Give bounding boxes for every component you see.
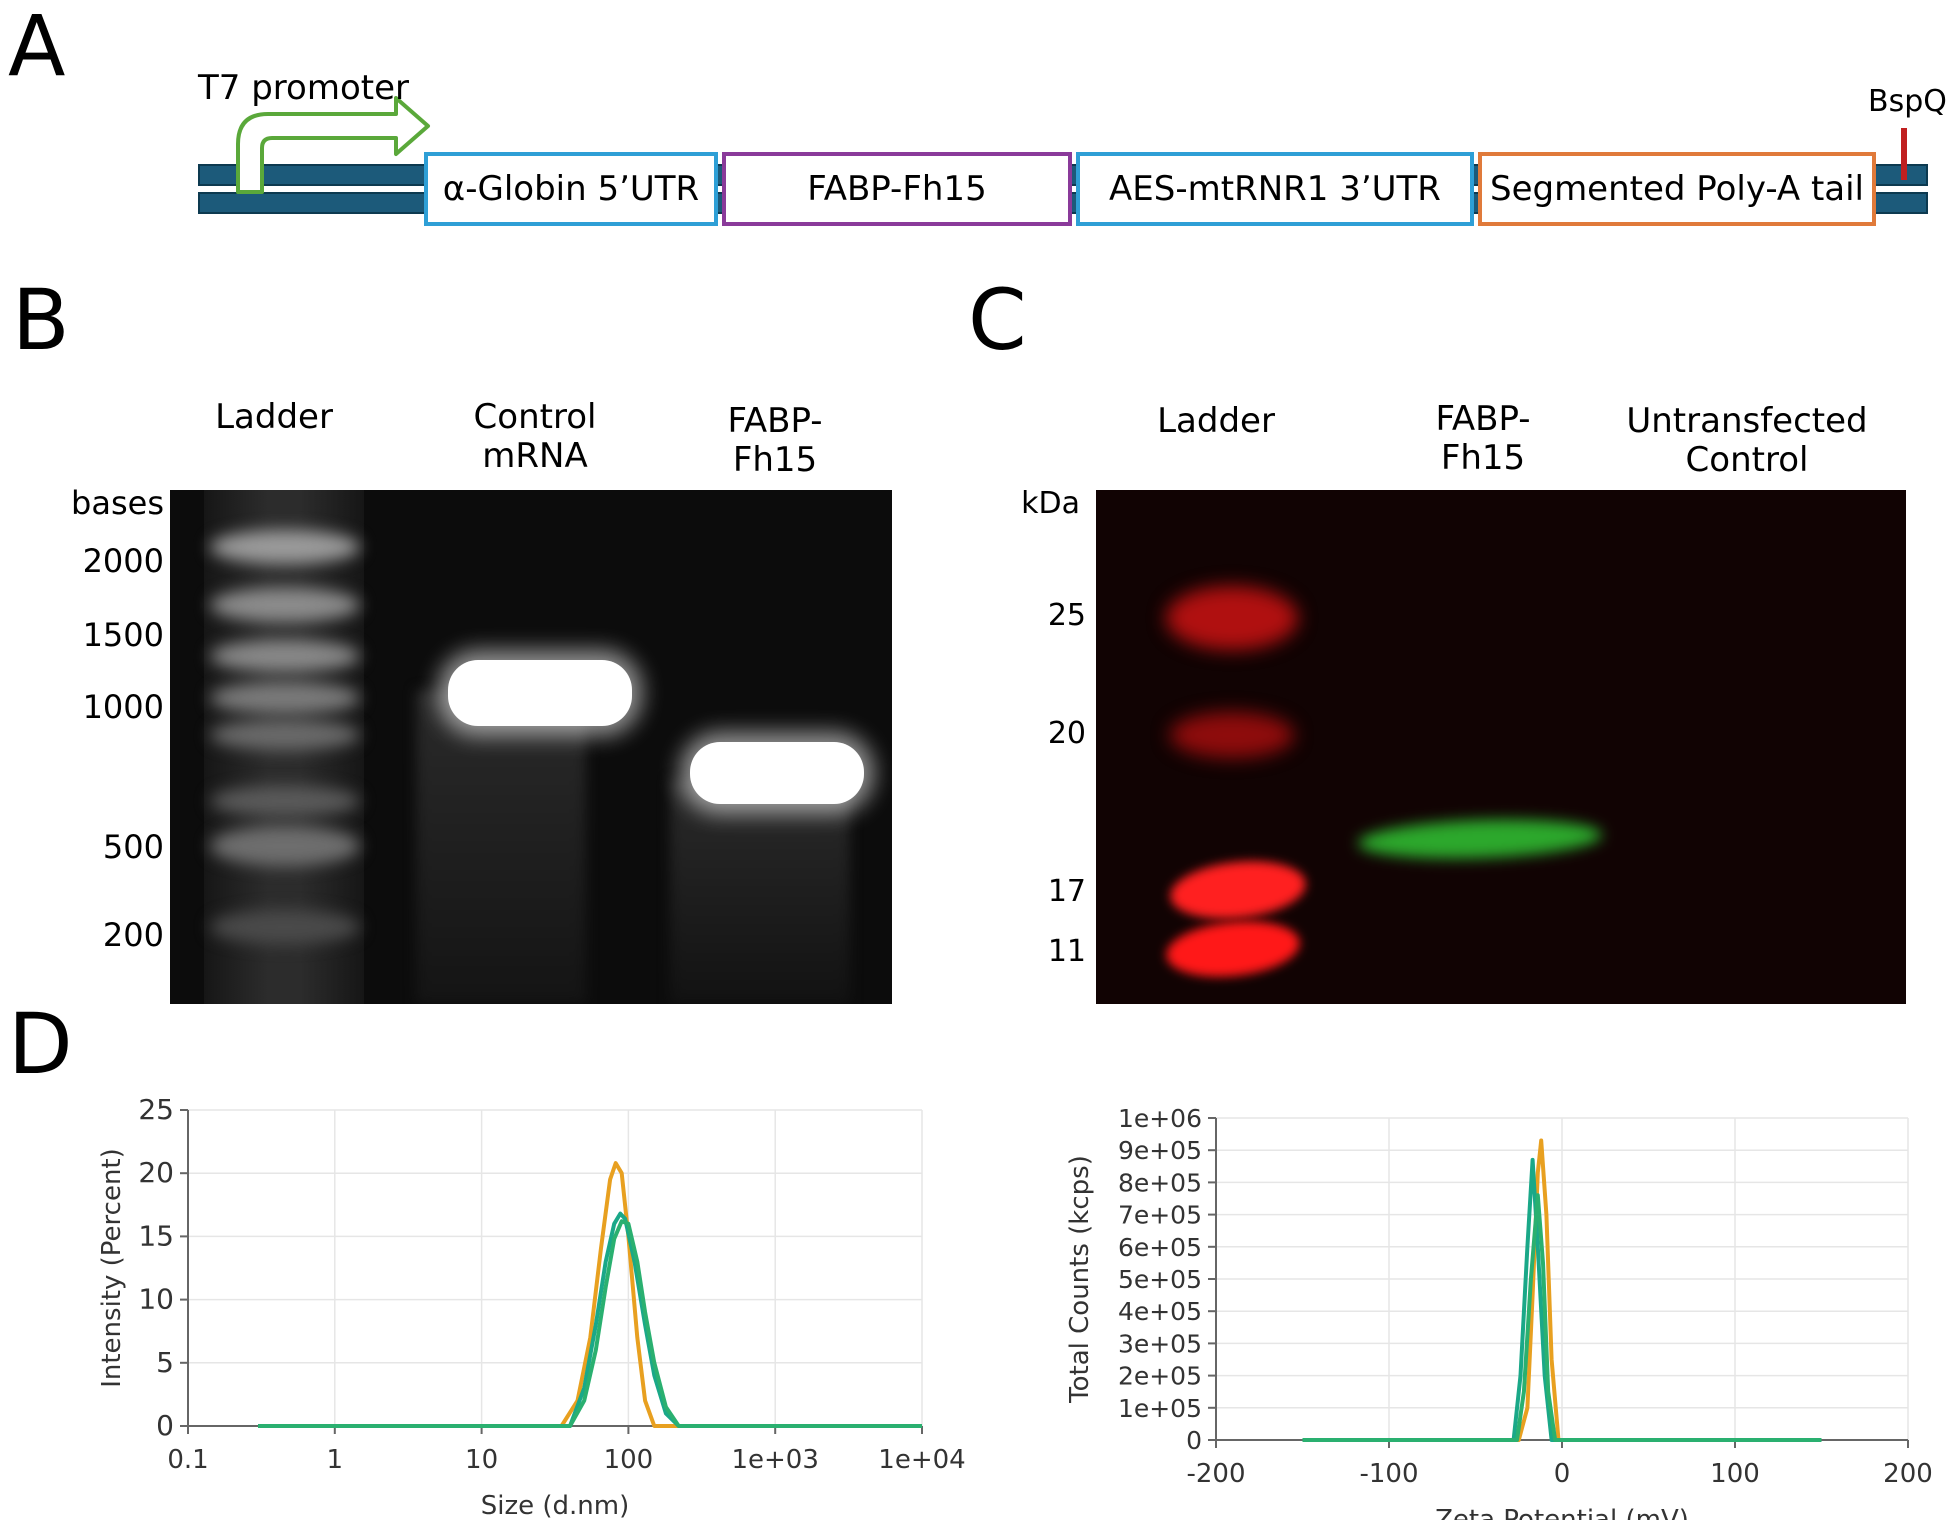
y-tick-label: 6e+05 [1118,1233,1202,1262]
gel-b-image [170,490,892,1004]
fabp-mrna-band [690,742,864,804]
x-tick-label: 100 [1710,1459,1760,1489]
x-tick-label: -200 [1186,1459,1245,1489]
x-tick-label: -100 [1359,1459,1418,1489]
gel-b-marker-200: 200 [102,916,164,954]
blot-c-lane-label-ladder: Ladder [1157,401,1275,441]
x-tick-label: 1e+03 [731,1445,818,1475]
blot-c-marker-20: 20 [1047,716,1086,751]
gel-b-marker-500: 500 [102,828,164,866]
y-tick-label: 7e+05 [1118,1201,1202,1230]
blot-c-unit-label: kDa [1021,486,1080,521]
gel-b-lane-label-ladder: Ladder [215,397,333,437]
fabp-lane-smear [670,780,850,1004]
y-tick-label: 5e+05 [1118,1265,1202,1294]
ladder-band-25 [1166,586,1298,650]
promoter-arrow-icon [236,96,430,194]
panel-label-a: A [8,0,66,95]
x-tick-label: 1e+04 [878,1445,965,1475]
x-tick-label: 0.1 [167,1445,208,1475]
x-axis-label: Zeta Potential (mV) [1435,1505,1689,1520]
y-tick-label: 20 [138,1156,174,1189]
ladder-band [210,588,360,622]
series-line [1302,1138,1822,1442]
fabp-protein-band [1357,815,1603,863]
blot-c-lane-label-untransfected: Untransfected Control [1626,401,1868,481]
blot-c-marker-25: 25 [1047,598,1086,633]
blot-c-marker-17: 17 [1047,874,1086,909]
ladder-band-11 [1163,915,1303,983]
y-tick-label: 5 [156,1346,174,1379]
panel-label-c: C [968,271,1027,369]
series-line [1302,1193,1822,1442]
x-tick-label: 0 [1554,1459,1571,1489]
ladder-band [210,530,360,564]
x-tick-label: 10 [465,1445,498,1475]
x-tick-label: 100 [604,1445,654,1475]
bspqi-site-marker [1901,128,1907,180]
panel-label-b: B [12,271,70,369]
y-axis-label: Total Counts (kcps) [1065,1155,1095,1404]
size-distribution-chart: 0.1 1 10 100 1e+03 1e+04 0 5 10 15 20 25 Size (d.nm)… [97,1093,966,1520]
zeta-potential-chart: -200 -100 0 100 200 0 1e+05 2e+05 3e+05 4e+05 5e+0… [1065,1104,1933,1520]
promoter-label: T7 promoter [198,68,409,108]
ladder-band [210,720,360,750]
y-tick-label: 9e+05 [1118,1136,1202,1165]
ladder-band [210,786,360,816]
blot-c-lane-label-fabp: FABP- Fh15 [1435,399,1531,479]
control-mrna-band [448,660,632,726]
ladder-band [210,640,360,672]
series-line [258,1211,922,1428]
bspqi-site-label: BspQI [1868,84,1949,119]
y-tick-label: 0 [1186,1426,1202,1455]
segment-5utr: α-Globin 5’UTR [424,152,718,226]
y-tick-label: 15 [138,1219,174,1252]
y-tick-label: 10 [138,1283,174,1316]
y-tick-label: 25 [138,1093,174,1126]
series-line [258,1219,922,1428]
y-tick-label: 1e+06 [1118,1104,1202,1133]
ladder-band [210,826,360,866]
gel-b-lane-label-control: Control mRNA [473,397,597,477]
gel-b-unit-label: bases [71,484,164,522]
gel-b-lane-label-fabp: FABP- Fh15 [727,401,823,481]
series-line [258,1161,922,1428]
blot-c-marker-11: 11 [1047,934,1086,969]
ladder-band-20 [1170,712,1294,758]
gel-b-marker-2000: 2000 [82,542,164,580]
blot-c-image [1096,490,1906,1004]
y-axis-label: Intensity (Percent) [97,1148,127,1388]
x-axis-label: Size (d.nm) [481,1491,630,1520]
y-tick-label: 3e+05 [1118,1329,1202,1358]
control-lane-smear [416,690,586,1004]
y-tick-label: 4e+05 [1118,1297,1202,1326]
y-tick-label: 8e+05 [1118,1168,1202,1197]
segment-fabp: FABP-Fh15 [722,152,1072,226]
series-line [1302,1157,1822,1442]
gel-b-marker-1000: 1000 [82,688,164,726]
x-tick-label: 200 [1883,1459,1933,1489]
segment-polya: Segmented Poly-A tail [1478,152,1876,226]
panel-label-d: D [8,995,73,1093]
x-tick-label: 1 [327,1445,344,1475]
gel-b-marker-1500: 1500 [82,616,164,654]
segment-3utr: AES-mtRNR1 3’UTR [1076,152,1474,226]
ladder-band [210,910,360,944]
ladder-band-17 [1167,855,1309,925]
ladder-band [210,682,360,714]
y-tick-label: 0 [156,1409,174,1442]
y-tick-label: 1e+05 [1118,1394,1202,1423]
y-tick-label: 2e+05 [1118,1362,1202,1391]
